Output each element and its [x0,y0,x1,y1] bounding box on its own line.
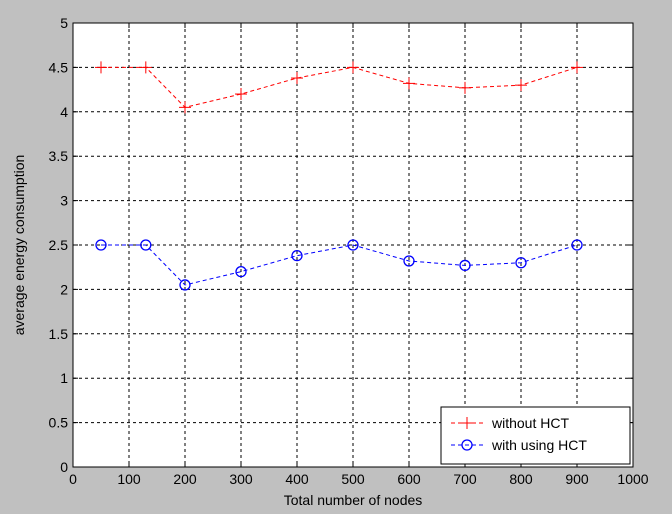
y-tick-label: 1 [60,370,68,386]
x-tick-label: 0 [69,471,77,487]
data-point [95,61,107,74]
y-tick-label: 2.5 [49,237,69,253]
data-point [179,279,191,291]
legend-marker [461,417,473,429]
y-tick-label: 3 [60,193,68,209]
series-2 [95,239,583,291]
data-point [291,250,303,262]
series-1 [95,61,583,114]
x-tick-label: 900 [565,471,589,487]
legend-marker [461,439,473,451]
y-tick-label: 4.5 [49,59,69,75]
y-tick-label: 3.5 [49,148,69,164]
data-point [459,81,471,94]
series-line [101,244,578,286]
series-layer [95,61,583,291]
data-point [95,239,107,251]
x-tick-label: 400 [285,471,309,487]
legend-box [440,406,631,465]
y-tick-label: 4 [60,104,68,120]
data-point [235,88,247,101]
x-tick-label: 100 [117,471,141,487]
data-point [291,72,303,85]
data-point [571,61,583,74]
legend-label: without HCT [491,415,569,431]
data-point [571,239,583,251]
y-tick-label: 5 [60,15,68,31]
x-tick-label: 800 [509,471,533,487]
legend-item: with using HCT [451,437,587,453]
y-tick-label: 0.5 [49,415,69,431]
data-point [139,61,152,74]
x-tick-label: 1000 [617,471,648,487]
x-axis-label: Total number of nodes [284,492,423,508]
y-axis-label: average energy consumption [11,155,27,336]
data-point [403,77,415,90]
grid-lines [73,23,633,467]
data-point [140,239,152,251]
data-point [347,61,359,74]
x-tick-label: 300 [229,471,253,487]
series-line [101,66,578,108]
data-point [403,255,415,267]
legend-item: without HCT [451,415,569,431]
x-tick-label: 700 [453,471,477,487]
data-point [515,79,527,92]
y-tick-label: 2 [60,281,68,297]
x-tick-label: 600 [397,471,421,487]
data-point [235,265,247,278]
x-tick-label: 200 [173,471,197,487]
axes: 0 100 200 300 400 500 600 700 800 900 1000 0 0.5 1 1.5… [49,15,649,487]
data-point [515,257,527,269]
data-point [179,101,191,114]
y-tick-label: 0 [60,459,68,475]
data-point [347,239,359,251]
x-tick-label: 500 [341,471,365,487]
legend: without HCT with using HCT [440,406,631,465]
legend-label: with using HCT [491,437,587,453]
data-point [459,259,471,272]
y-tick-label: 1.5 [49,326,69,342]
